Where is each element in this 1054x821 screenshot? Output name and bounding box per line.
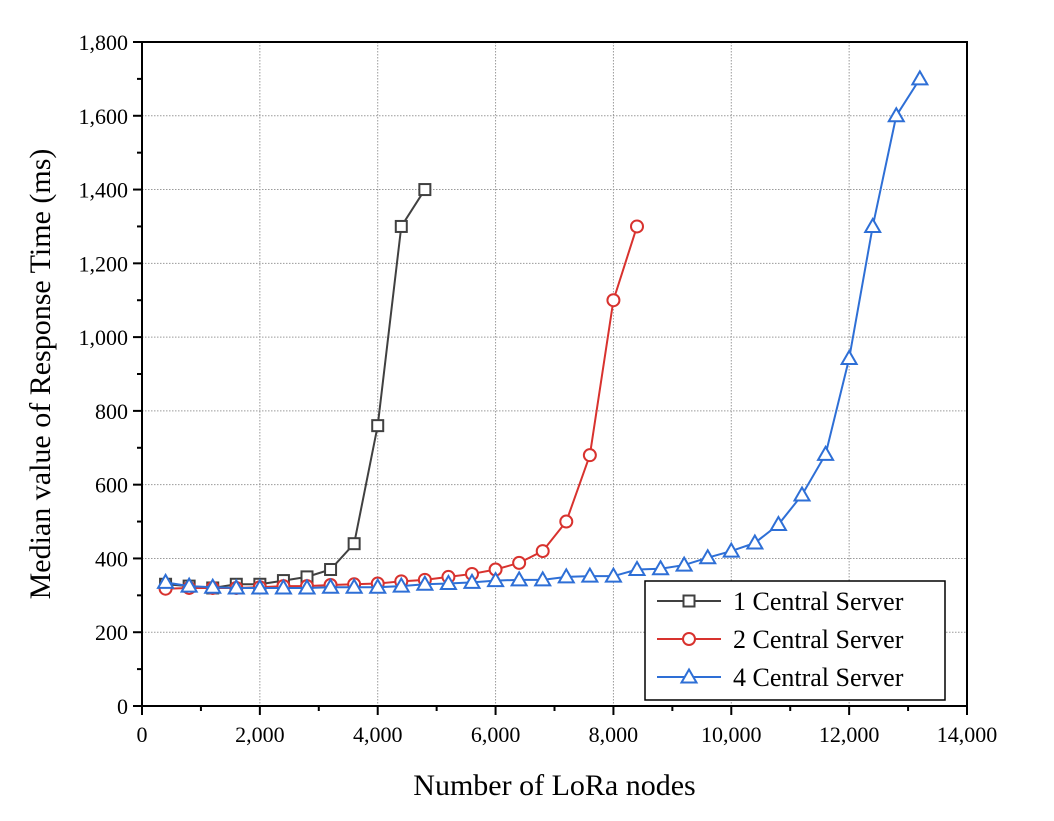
data-point	[792, 485, 812, 502]
data-point	[651, 559, 670, 576]
x-axis-title: Number of LoRa nodes	[413, 769, 695, 802]
x-tick-label: 14,000	[937, 722, 998, 747]
y-tick-label: 1,400	[79, 178, 129, 203]
series-3	[156, 69, 930, 595]
data-point	[535, 544, 550, 559]
axes: 0 2,000 4,000 6,000 8,000 10,000 12,000 14,000 0…	[79, 30, 998, 747]
data-point	[698, 548, 717, 565]
x-tick-label: 12,000	[819, 722, 880, 747]
series-1	[159, 183, 432, 595]
data-point	[368, 577, 387, 594]
data-point	[580, 566, 600, 583]
x-tick-label: 4,000	[353, 722, 403, 747]
data-point	[439, 574, 458, 591]
series-2	[158, 219, 644, 596]
legend-label: 2 Central Server	[733, 625, 904, 654]
data-point	[816, 444, 835, 461]
data-point	[418, 183, 432, 197]
data-point	[203, 577, 222, 594]
x-tick-label: 10,000	[701, 722, 762, 747]
data-point	[559, 514, 574, 529]
data-point	[462, 572, 482, 589]
x-tick-label: 0	[137, 722, 148, 747]
data-point	[630, 219, 644, 234]
x-tick-label: 6,000	[471, 722, 521, 747]
data-point	[533, 570, 552, 587]
series-line	[165, 78, 921, 589]
data-point	[674, 555, 694, 572]
data-point	[887, 106, 906, 123]
data-point	[509, 570, 529, 587]
y-tick-label: 1,000	[79, 325, 129, 350]
data-point	[344, 577, 364, 594]
y-tick-label: 600	[95, 473, 128, 498]
data-point	[415, 574, 435, 591]
data-point	[910, 69, 930, 86]
y-tick-label: 200	[95, 620, 128, 645]
grid	[142, 42, 967, 706]
y-tick-label: 800	[95, 399, 128, 424]
data-point	[863, 216, 882, 233]
series-line	[165, 189, 426, 589]
legend-marker	[682, 632, 696, 646]
legend-item: 2 Central Server	[657, 625, 904, 654]
data-point	[297, 578, 317, 595]
data-point	[604, 566, 623, 583]
y-axis-title: Median value of Response Time (ms)	[24, 149, 57, 600]
y-tick-label: 1,800	[79, 30, 129, 55]
legend: 1 Central Server 2 Central Server 4 Centra…	[644, 580, 946, 701]
legend-marker	[682, 594, 696, 608]
data-point	[557, 567, 576, 584]
series-layer	[156, 69, 930, 596]
data-point	[274, 578, 293, 595]
x-tick-label: 2,000	[235, 722, 285, 747]
series-line	[165, 226, 638, 590]
data-point	[582, 448, 597, 463]
data-point	[606, 293, 621, 308]
data-point	[250, 578, 270, 595]
legend-marker	[679, 667, 699, 684]
data-point	[486, 571, 505, 588]
data-point	[371, 419, 385, 433]
data-point	[321, 577, 340, 594]
y-tick-label: 1,200	[79, 251, 129, 276]
data-point	[179, 576, 199, 593]
x-tick-label: 8,000	[589, 722, 639, 747]
data-point	[392, 576, 411, 593]
data-point	[722, 541, 741, 558]
data-point	[627, 560, 647, 577]
legend-label: 1 Central Server	[733, 587, 904, 616]
y-tick-label: 1,600	[79, 104, 129, 129]
data-point	[227, 578, 246, 595]
data-point	[394, 219, 408, 233]
y-tick-label: 400	[95, 546, 128, 571]
y-tick-label: 0	[117, 694, 128, 719]
data-point	[347, 537, 361, 551]
legend-item: 4 Central Server	[657, 663, 904, 692]
legend-label: 4 Central Server	[733, 663, 904, 692]
data-point	[512, 555, 527, 570]
data-point	[769, 515, 788, 532]
data-point	[156, 572, 175, 589]
data-point	[324, 563, 338, 577]
legend-item: 1 Central Server	[657, 587, 904, 616]
data-point	[745, 533, 765, 550]
data-point	[839, 349, 859, 366]
